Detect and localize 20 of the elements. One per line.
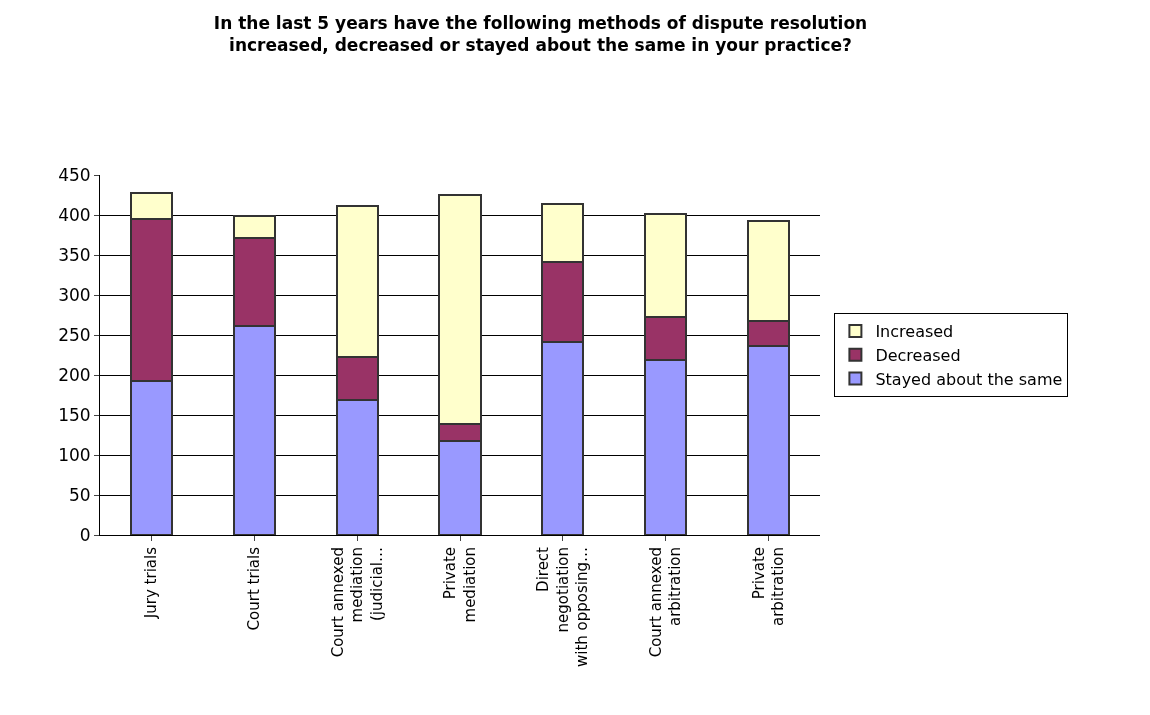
y-tick-label: 400	[58, 204, 91, 225]
x-tick-label: Private arbitration	[749, 547, 788, 627]
x-tick-label: Private mediation	[441, 547, 479, 623]
legend-label: Increased	[875, 322, 954, 342]
y-tick-label: 100	[58, 444, 91, 465]
y-tick-label: 300	[58, 284, 91, 305]
chart-title: In the last 5 years have the following methods of dispute resolution increased, decreased or stayed about the same in your practice?	[213, 12, 868, 55]
legend-label: Stayed about the same	[875, 369, 1063, 389]
x-tick-label: Court annexed mediation (judicial…	[328, 547, 386, 658]
x-tick-label: Court trials	[245, 546, 264, 631]
x-tick-label: Jury trials	[142, 546, 161, 620]
y-tick-label: 0	[79, 524, 91, 545]
y-tick-label: 200	[58, 364, 91, 385]
y-tick-label: 150	[58, 404, 91, 425]
x-tick-label: Direct negotiation with opposing…	[534, 546, 592, 667]
y-tick-label: 50	[68, 484, 91, 505]
y-tick-label: 250	[58, 324, 91, 345]
y-tick-label: 450	[58, 164, 91, 185]
y-tick-label: 350	[58, 244, 91, 265]
legend-label: Decreased	[875, 345, 961, 365]
